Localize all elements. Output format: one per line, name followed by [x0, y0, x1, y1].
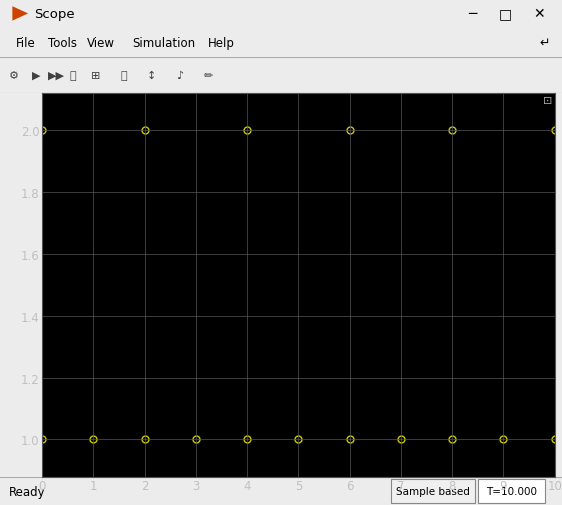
Text: 🔍: 🔍 [120, 71, 127, 80]
Text: View: View [87, 37, 115, 49]
Text: ✕: ✕ [534, 8, 545, 21]
Text: □: □ [499, 8, 513, 21]
Text: ↕: ↕ [147, 71, 156, 80]
Text: ⚙: ⚙ [9, 71, 19, 80]
Text: ⏹: ⏹ [70, 71, 76, 80]
Text: Ready: Ready [8, 485, 45, 497]
Text: ▶▶: ▶▶ [48, 71, 65, 80]
Text: ⊡: ⊡ [542, 96, 552, 106]
Text: Help: Help [208, 37, 235, 49]
Text: ⊞: ⊞ [91, 71, 100, 80]
Text: Sample based: Sample based [396, 486, 470, 496]
Bar [391, 479, 475, 503]
Text: ─: ─ [468, 8, 476, 21]
Text: ▶: ▶ [32, 71, 41, 80]
Text: Simulation: Simulation [132, 37, 195, 49]
Text: Tools: Tools [48, 37, 77, 49]
Text: ✏: ✏ [203, 71, 212, 80]
Text: File: File [16, 37, 35, 49]
Text: ♪: ♪ [176, 71, 183, 80]
Text: ↵: ↵ [540, 37, 550, 49]
Polygon shape [12, 7, 28, 22]
Text: T=10.000: T=10.000 [486, 486, 537, 496]
Text: Scope: Scope [34, 8, 74, 21]
Bar [478, 479, 545, 503]
